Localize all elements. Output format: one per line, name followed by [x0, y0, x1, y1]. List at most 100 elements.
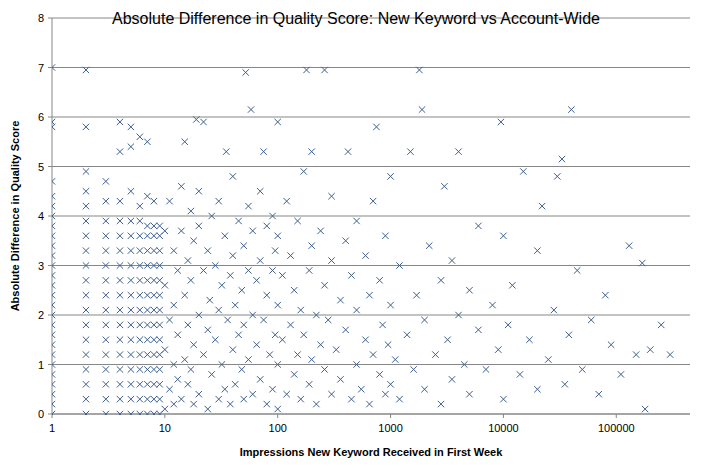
y-tick-label: 7	[38, 62, 44, 74]
point	[455, 148, 461, 154]
point	[227, 272, 233, 278]
point	[224, 317, 230, 323]
point	[144, 381, 150, 387]
y-tick	[48, 364, 52, 365]
point	[283, 391, 289, 397]
point	[313, 401, 319, 407]
point	[337, 297, 343, 303]
point	[325, 317, 331, 323]
point	[162, 346, 168, 352]
point	[144, 396, 150, 402]
point	[500, 233, 506, 239]
point	[144, 322, 150, 328]
point	[287, 252, 293, 258]
point	[196, 312, 202, 318]
point	[144, 337, 150, 343]
point	[317, 228, 323, 234]
point	[291, 287, 297, 293]
point	[416, 67, 422, 73]
point	[387, 302, 393, 308]
point	[222, 386, 228, 392]
point	[235, 332, 241, 338]
point	[279, 272, 285, 278]
point	[562, 381, 568, 387]
point	[128, 307, 134, 313]
y-tick	[48, 67, 52, 68]
point	[308, 243, 314, 249]
point	[396, 396, 402, 402]
point	[52, 243, 55, 249]
point	[348, 396, 354, 402]
point	[596, 391, 602, 397]
point	[230, 346, 236, 352]
point	[117, 381, 123, 387]
point	[387, 381, 393, 387]
point	[151, 351, 157, 357]
x-tick-label: 1000	[378, 422, 402, 434]
point	[602, 292, 608, 298]
point	[103, 337, 109, 343]
title: Absolute Difference in Quality Score: Ne…	[112, 10, 600, 27]
point	[117, 233, 123, 239]
point	[52, 119, 55, 125]
x-tick	[503, 414, 504, 418]
point	[117, 307, 123, 313]
point	[175, 267, 181, 273]
point	[353, 361, 359, 367]
point	[376, 277, 382, 283]
x-tick-label: 1	[49, 422, 55, 434]
point	[249, 391, 255, 397]
point	[128, 124, 134, 130]
point	[193, 116, 199, 122]
point	[83, 67, 89, 73]
point	[52, 223, 55, 229]
point	[156, 396, 162, 402]
point	[466, 287, 472, 293]
points	[52, 64, 673, 415]
point	[117, 396, 123, 402]
point	[216, 307, 222, 313]
point	[219, 361, 225, 367]
point	[545, 356, 551, 362]
point	[83, 381, 89, 387]
point	[588, 317, 594, 323]
point	[260, 148, 266, 154]
point	[382, 391, 388, 397]
point	[103, 396, 109, 402]
point	[421, 317, 427, 323]
x-tick-label: 10000	[488, 422, 519, 434]
point	[144, 351, 150, 357]
point	[248, 106, 254, 112]
point	[117, 148, 123, 154]
point	[294, 218, 300, 224]
y-tick	[48, 117, 52, 118]
point	[227, 401, 233, 407]
point	[275, 233, 281, 239]
point	[639, 260, 645, 266]
point	[151, 411, 157, 415]
point	[272, 332, 278, 338]
point	[539, 203, 545, 209]
point	[306, 267, 312, 273]
point	[618, 371, 624, 377]
y-tick	[48, 315, 52, 316]
point	[245, 356, 251, 362]
grid	[52, 18, 690, 414]
point	[103, 351, 109, 357]
y-tick	[48, 166, 52, 167]
point	[212, 262, 218, 268]
point	[291, 371, 297, 377]
point	[303, 67, 309, 73]
point	[188, 208, 194, 214]
point	[128, 262, 134, 268]
point	[137, 366, 143, 372]
point	[196, 188, 202, 194]
point	[306, 381, 312, 387]
point	[103, 322, 109, 328]
y-tick-label: 8	[38, 12, 44, 24]
point	[52, 282, 55, 288]
point	[353, 218, 359, 224]
point	[190, 342, 196, 348]
point	[190, 238, 196, 244]
point	[526, 337, 532, 343]
